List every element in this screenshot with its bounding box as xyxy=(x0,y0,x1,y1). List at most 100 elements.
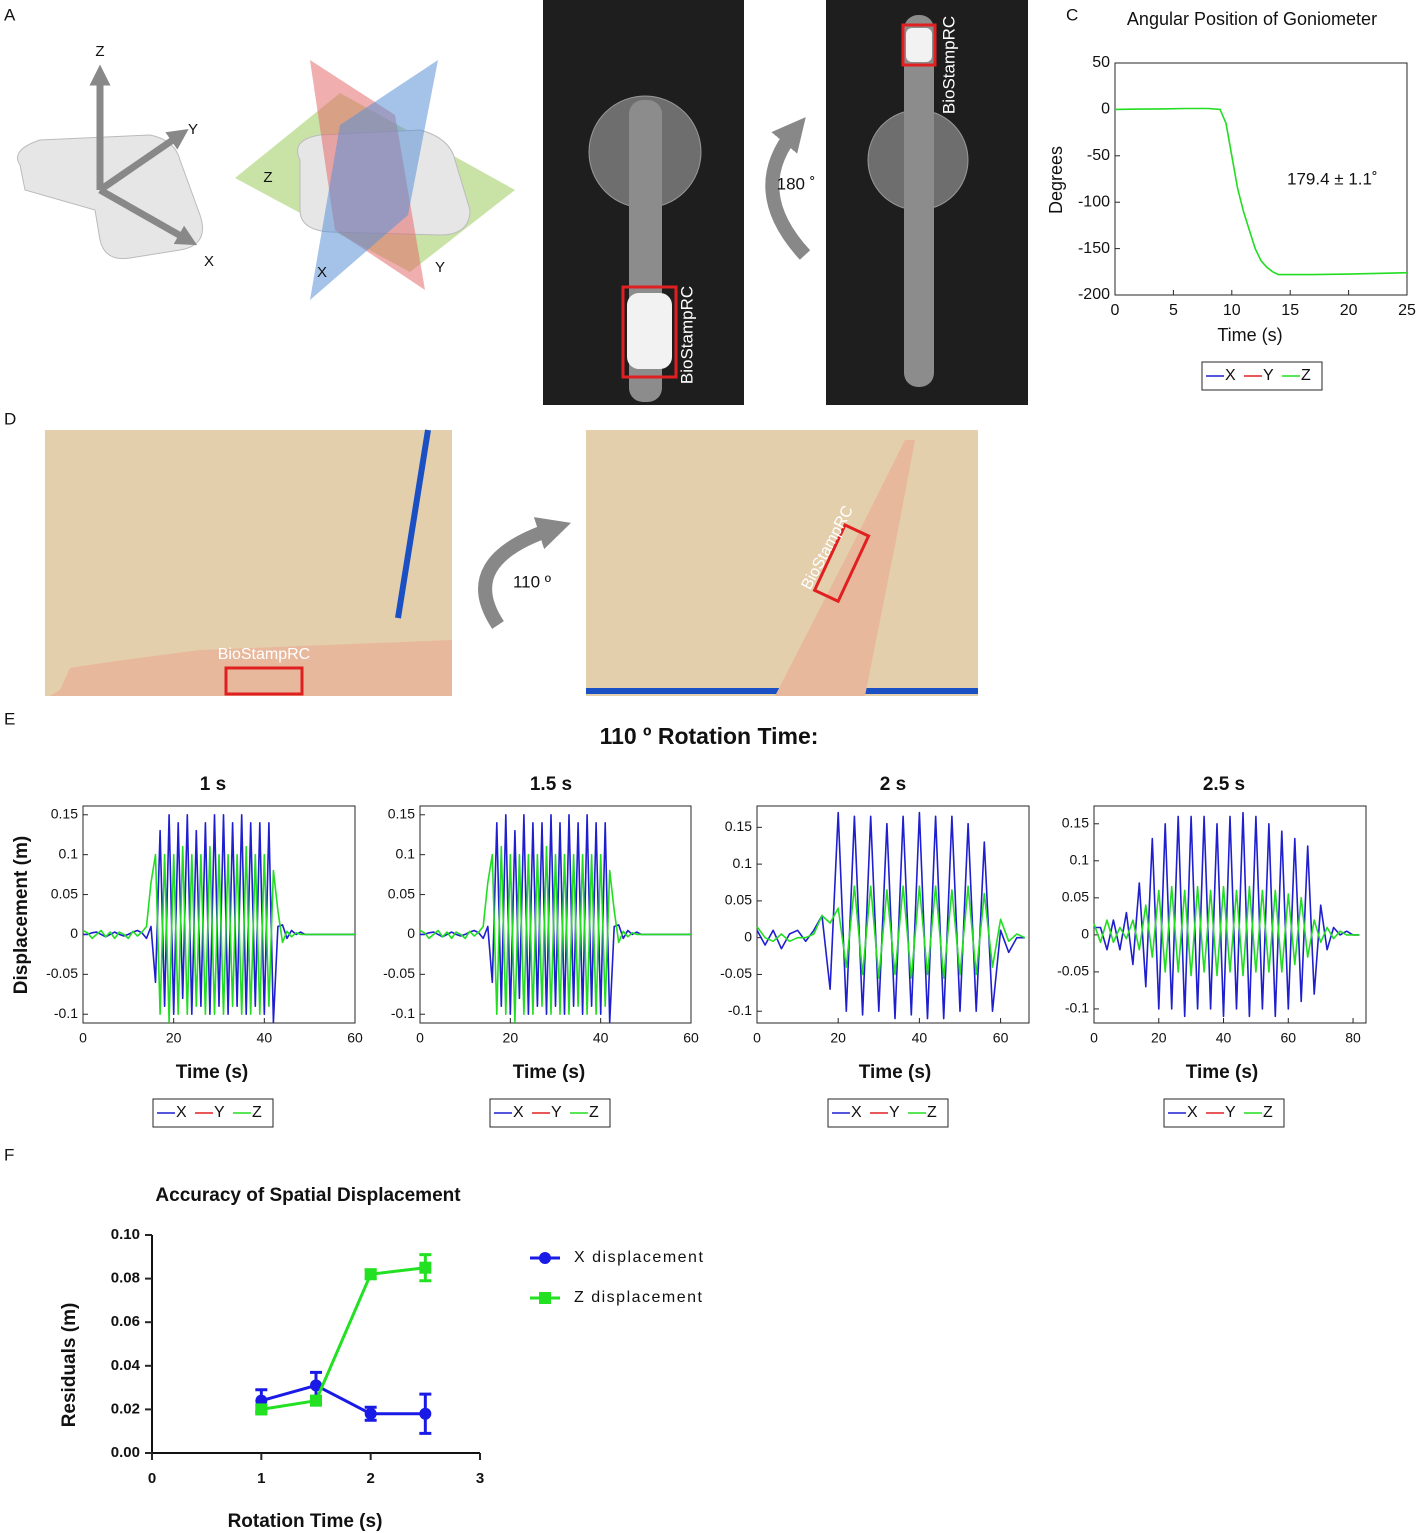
y-tick-label: -100 xyxy=(1078,193,1110,210)
y-tick-label: 0.10 xyxy=(111,1226,140,1243)
x-tick-label: 40 xyxy=(1216,1030,1232,1046)
y-tick-label: 0 xyxy=(744,928,752,944)
marker xyxy=(364,1407,377,1420)
plot-frame xyxy=(1114,62,1408,296)
legend-label: X displacement xyxy=(574,1249,704,1266)
legend-label: Z xyxy=(589,1104,599,1121)
marker xyxy=(255,1403,268,1416)
y-tick-label: 0 xyxy=(407,925,415,941)
x-tick-label: 15 xyxy=(1281,302,1299,319)
x-tick-label: 20 xyxy=(1340,302,1358,319)
y-tick-label: 0.00 xyxy=(111,1444,140,1461)
photo xyxy=(586,430,978,696)
chart-title: Accuracy of Spatial Displacement xyxy=(155,1185,461,1206)
y-tick-label: 0.05 xyxy=(725,892,752,908)
legend-label: X xyxy=(1225,367,1236,384)
legend-label: Y xyxy=(889,1104,900,1121)
legend-marker xyxy=(539,1252,551,1264)
panel-letter: A xyxy=(4,5,16,24)
panel-letter: D xyxy=(4,409,16,428)
y-tick-label: -0.1 xyxy=(728,1002,752,1018)
x-tick-label: 20 xyxy=(166,1030,182,1046)
x-tick-label: 20 xyxy=(503,1030,519,1046)
axis-label: Y xyxy=(188,121,198,138)
y-axis-label: Displacement (m) xyxy=(11,836,32,994)
y-tick-label: 0.15 xyxy=(388,805,415,821)
plot-frame xyxy=(419,805,692,1024)
legend-label: X xyxy=(513,1104,524,1121)
x-tick-label: 0 xyxy=(1111,302,1120,319)
goniometer-arm xyxy=(904,15,934,387)
x-tick-label: 25 xyxy=(1398,302,1416,319)
x-tick-label: 20 xyxy=(830,1030,846,1046)
device-label: BioStampRC xyxy=(939,16,958,114)
x-axis-label: Time (s) xyxy=(513,1062,586,1083)
chart-title: Angular Position of Goniometer xyxy=(1127,9,1377,29)
x-tick-label: 0 xyxy=(753,1030,761,1046)
y-tick-label: 0.1 xyxy=(59,845,79,861)
chart-title: 2.5 s xyxy=(1203,774,1245,795)
x-tick-label: 60 xyxy=(347,1030,363,1046)
highlight-box xyxy=(901,23,937,67)
y-tick-label: 0.05 xyxy=(51,885,78,901)
x-axis-label: Time (s) xyxy=(1186,1062,1259,1083)
x-tick-label: 10 xyxy=(1223,302,1241,319)
series-line xyxy=(1093,885,1360,977)
series-line xyxy=(82,845,355,1023)
x-tick-label: 5 xyxy=(1169,302,1178,319)
series-line xyxy=(261,1266,426,1411)
y-tick-label: 0.15 xyxy=(51,805,78,821)
y-tick-label: 0.05 xyxy=(388,885,415,901)
x-tick-label: 60 xyxy=(1280,1030,1296,1046)
series-line xyxy=(756,885,1026,979)
y-tick-label: -200 xyxy=(1078,286,1110,303)
panel-letter: E xyxy=(4,709,15,728)
y-tick-label: 0 xyxy=(70,925,78,941)
panel-a: Z Y X Z X Y xyxy=(17,43,515,300)
highlight-box xyxy=(812,523,871,604)
device xyxy=(627,293,672,369)
y-tick-label: 0.08 xyxy=(111,1270,140,1287)
panel-d: BioStampRC BioStampRC 110 º xyxy=(45,429,978,696)
x-tick-label: 40 xyxy=(593,1030,609,1046)
x-tick-label: 40 xyxy=(257,1030,273,1046)
series-line xyxy=(1094,811,1360,1018)
y-tick-label: 50 xyxy=(1092,54,1110,71)
panel-letter: C xyxy=(1066,5,1078,24)
x-tick-label: 0 xyxy=(1090,1030,1098,1046)
rotation-label: 110 º xyxy=(513,572,551,591)
legend-label: Y xyxy=(1225,1104,1236,1121)
x-tick-label: 1 xyxy=(257,1470,265,1487)
y-axis-label: Degrees xyxy=(1046,146,1066,214)
y-tick-label: -0.05 xyxy=(46,965,78,981)
annotation: 179.4 ± 1.1˚ xyxy=(1287,169,1378,188)
plane-label: Z xyxy=(263,169,272,186)
marker xyxy=(310,1394,322,1407)
x-tick-label: 20 xyxy=(1151,1030,1167,1046)
y-tick-label: -0.05 xyxy=(383,965,415,981)
y-tick-label: 0.15 xyxy=(725,818,752,834)
rotation-arrow xyxy=(765,117,811,260)
series-line xyxy=(419,845,691,1023)
plane xyxy=(310,60,438,300)
legend-label: Z xyxy=(927,1104,937,1121)
legend-label: X xyxy=(176,1104,187,1121)
x-tick-label: 60 xyxy=(993,1030,1009,1046)
marker xyxy=(364,1268,377,1281)
device-label: BioStampRC xyxy=(218,646,310,663)
y-tick-label: 0.1 xyxy=(733,855,753,871)
x-axis-label: Rotation Time (s) xyxy=(228,1511,383,1532)
chart-title: 2 s xyxy=(880,774,906,795)
y-tick-label: -0.1 xyxy=(54,1005,78,1021)
axis-arrow xyxy=(98,129,189,193)
plane-label: X xyxy=(317,264,327,281)
series-line xyxy=(1114,107,1408,276)
x-tick-label: 60 xyxy=(683,1030,699,1046)
y-tick-label: 0.05 xyxy=(1062,889,1089,905)
highlight-box xyxy=(224,666,304,696)
panel-b: BioStampRC BioStampRC 180 ˚ xyxy=(543,0,1028,405)
axis-label: X xyxy=(204,253,214,270)
axis-arrow xyxy=(98,186,198,246)
y-tick-label: 0 xyxy=(1101,101,1110,118)
